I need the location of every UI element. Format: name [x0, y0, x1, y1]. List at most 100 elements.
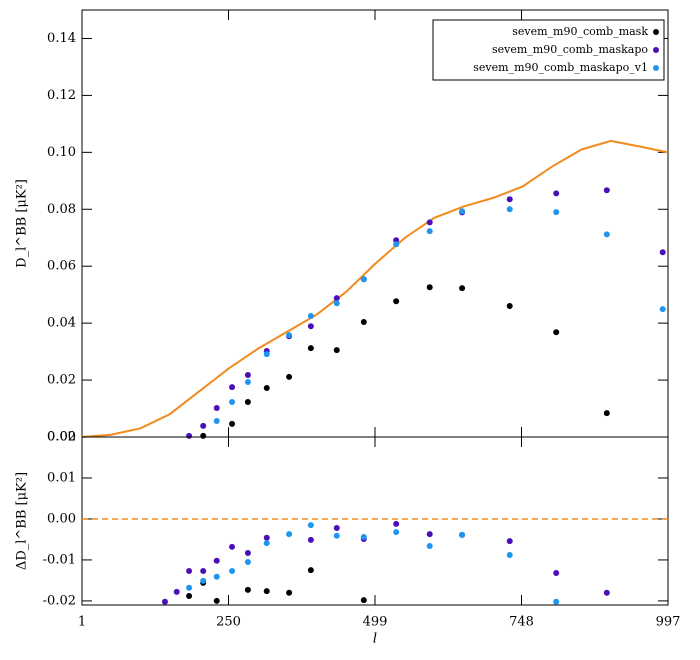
- data-point: [506, 303, 513, 310]
- data-point: [263, 351, 270, 358]
- data-point: [307, 345, 314, 352]
- data-point: [426, 531, 433, 538]
- data-point: [200, 577, 207, 584]
- y-tick-label: 0.00: [47, 430, 76, 445]
- data-point: [244, 558, 251, 565]
- data-point: [307, 536, 314, 543]
- data-point: [603, 410, 610, 417]
- data-point: [506, 206, 513, 213]
- data-point: [213, 557, 220, 564]
- data-point: [161, 598, 168, 605]
- data-point: [333, 295, 340, 302]
- data-point: [307, 313, 314, 320]
- legend-label: sevem_m90_comb_maskapo_v1: [473, 61, 648, 74]
- data-point: [286, 589, 293, 596]
- data-point: [263, 385, 270, 392]
- y-axis-label: ΔD_l^BB [μK²]: [15, 472, 30, 570]
- data-point: [244, 379, 251, 386]
- data-point: [393, 241, 400, 248]
- data-point: [459, 285, 466, 292]
- data-point: [263, 540, 270, 547]
- legend-label: sevem_m90_comb_mask: [512, 25, 648, 38]
- data-point: [186, 567, 193, 574]
- data-point: [244, 586, 251, 593]
- data-point: [333, 300, 340, 307]
- data-point: [360, 533, 367, 540]
- data-point: [200, 422, 207, 429]
- data-point: [229, 398, 236, 405]
- data-point: [393, 520, 400, 527]
- x-tick-label: 1: [78, 615, 86, 630]
- data-point: [213, 597, 220, 604]
- data-point: [393, 298, 400, 305]
- data-point: [426, 219, 433, 226]
- x-axis-label: l: [373, 632, 377, 647]
- y-tick-label: 0.10: [47, 145, 76, 160]
- data-point: [426, 542, 433, 549]
- data-point: [459, 531, 466, 538]
- legend-box: [432, 19, 665, 81]
- y-tick-label: 0.08: [47, 202, 76, 217]
- data-point: [244, 371, 251, 378]
- legend-label: sevem_m90_comb_maskapo: [492, 43, 648, 56]
- data-point: [506, 196, 513, 203]
- data-point: [426, 284, 433, 291]
- data-point: [307, 567, 314, 574]
- data-point: [229, 543, 236, 550]
- y-tick-label: 0.12: [47, 88, 76, 103]
- data-point: [603, 589, 610, 596]
- y-tick-label: 0.01: [47, 470, 76, 485]
- data-point: [553, 190, 560, 197]
- data-point: [213, 573, 220, 580]
- data-point: [360, 318, 367, 325]
- data-point: [307, 522, 314, 529]
- data-point: [506, 552, 513, 559]
- y-tick-label: 0.02: [47, 373, 76, 388]
- data-point: [244, 549, 251, 556]
- y-tick-label: -0.01: [43, 552, 76, 567]
- y-tick-label: 0.14: [47, 31, 76, 46]
- x-tick-label: 997: [656, 615, 681, 630]
- data-point: [393, 529, 400, 536]
- theory-curve: [81, 139, 669, 438]
- data-point: [229, 567, 236, 574]
- legend-marker: [653, 29, 659, 35]
- data-point: [286, 373, 293, 380]
- data-point: [244, 398, 251, 405]
- data-point: [213, 418, 220, 425]
- y-axis-label: D_l^BB [μK²]: [15, 179, 30, 268]
- y-tick-label: -0.02: [43, 593, 76, 608]
- data-point: [333, 524, 340, 531]
- data-point: [553, 598, 560, 605]
- data-point: [360, 597, 367, 604]
- y-tick-label: 0.02: [47, 430, 76, 445]
- data-point: [553, 329, 560, 336]
- data-point: [286, 332, 293, 339]
- data-point: [603, 187, 610, 194]
- x-tick-label: 250: [216, 615, 241, 630]
- data-point: [360, 276, 367, 283]
- data-point: [603, 231, 610, 238]
- data-point: [173, 588, 180, 595]
- legend-marker: [653, 47, 659, 53]
- legend-marker: [653, 65, 659, 71]
- data-point: [200, 567, 207, 574]
- data-point: [229, 420, 236, 427]
- data-point: [333, 532, 340, 539]
- data-point: [229, 384, 236, 391]
- data-point: [553, 209, 560, 216]
- data-point: [213, 404, 220, 411]
- data-point: [426, 228, 433, 235]
- data-point: [286, 531, 293, 538]
- data-point: [186, 584, 193, 591]
- data-point: [307, 323, 314, 330]
- data-point: [506, 538, 513, 545]
- x-tick-label: 748: [509, 615, 534, 630]
- data-point: [186, 432, 193, 439]
- data-point: [263, 534, 270, 541]
- data-point: [333, 347, 340, 354]
- data-point: [553, 570, 560, 577]
- y-tick-label: 0.06: [47, 259, 76, 274]
